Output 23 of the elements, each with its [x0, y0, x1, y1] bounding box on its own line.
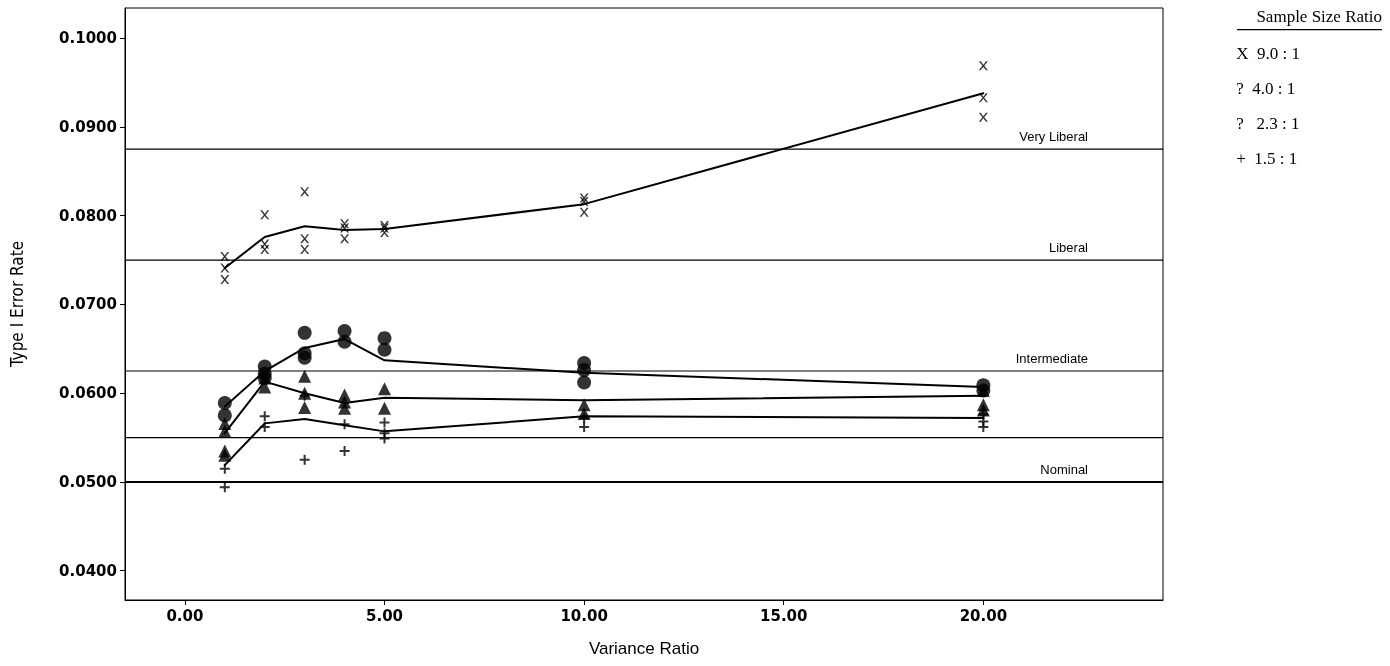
x-tick-label: 15.00 — [760, 606, 808, 625]
ref-line-label: Nominal — [1040, 461, 1089, 477]
y-tick-label: 0.0600 — [59, 384, 117, 403]
text: ? 2.3 : 1 — [1236, 114, 1300, 133]
ref-line-label: Liberal — [1048, 240, 1089, 256]
y-axis-title: Type I Error Rate — [6, 240, 27, 369]
ref-line-label: Intermediate — [1015, 351, 1088, 367]
x-axis-title: Variance Ratio — [588, 639, 700, 658]
x-tick-label: 20.00 — [959, 606, 1008, 625]
x-tick-label: 5.00 — [365, 606, 404, 625]
legend-title: Sample Size Ratio — [1256, 7, 1382, 26]
text: X 9.0 : 1 — [1236, 44, 1300, 63]
y-tick-label: 0.1000 — [59, 29, 117, 48]
text: + 1.5 : 1 — [1236, 149, 1298, 168]
x-tick-label: 10.00 — [560, 606, 608, 625]
y-tick-label: 0.0400 — [59, 561, 117, 580]
y-tick-label: 0.0800 — [59, 206, 117, 225]
y-tick-label: 0.0500 — [59, 472, 117, 491]
y-tick-label: 0.0700 — [59, 295, 117, 314]
y-tick-label: 0.0900 — [59, 117, 117, 136]
ref-line-label: Very Liberal — [1019, 129, 1089, 145]
x-tick-label: 0.00 — [166, 606, 204, 625]
text: ? 4.0 : 1 — [1236, 79, 1296, 98]
